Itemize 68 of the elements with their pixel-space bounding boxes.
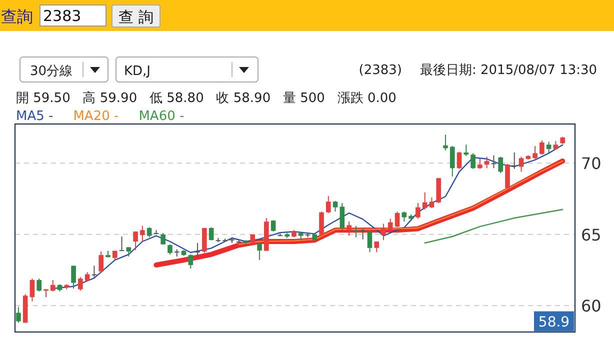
candlestick bbox=[202, 228, 207, 254]
candlestick bbox=[98, 251, 104, 274]
candlestick bbox=[168, 244, 172, 255]
candlestick bbox=[518, 156, 524, 172]
y-tick-label: 65 bbox=[581, 225, 602, 244]
candlestick bbox=[443, 134, 448, 151]
candlestick bbox=[498, 156, 504, 174]
text: 查詢 bbox=[1, 7, 33, 26]
text: KD,J bbox=[124, 64, 151, 79]
candlestick bbox=[429, 196, 434, 209]
candlestick bbox=[532, 146, 538, 160]
text: 30分線 bbox=[30, 64, 73, 79]
y-tick-label: 70 bbox=[581, 154, 602, 174]
candlestick bbox=[374, 241, 380, 253]
text: 最後日期: 2015/08/07 13:30 bbox=[420, 63, 598, 78]
candlestick bbox=[360, 228, 366, 240]
candlestick bbox=[416, 202, 420, 220]
candlestick bbox=[160, 232, 166, 245]
candlestick bbox=[119, 236, 124, 252]
candlestick bbox=[540, 140, 544, 156]
candlestick bbox=[133, 231, 138, 251]
candlestick bbox=[512, 152, 517, 170]
candlestick bbox=[456, 151, 462, 170]
candlestick bbox=[381, 223, 386, 241]
y-tick-label: 60 bbox=[581, 296, 602, 316]
candlestick bbox=[270, 220, 276, 232]
text: 查 詢 bbox=[118, 8, 154, 26]
candlestick bbox=[346, 221, 352, 236]
candlestick bbox=[140, 225, 145, 242]
candlestick bbox=[340, 202, 345, 231]
candlestick bbox=[188, 254, 194, 270]
text: (2383) bbox=[358, 63, 402, 78]
candlestick bbox=[478, 158, 482, 170]
candlestick bbox=[470, 152, 476, 170]
text: MA60 - bbox=[138, 109, 184, 124]
candlestick bbox=[84, 272, 90, 282]
candlestick bbox=[326, 195, 331, 214]
candlestick bbox=[71, 265, 76, 290]
line-series bbox=[424, 208, 564, 244]
candlestick bbox=[367, 231, 372, 253]
candlestick bbox=[354, 225, 358, 238]
candlestick bbox=[50, 280, 56, 292]
candlestick bbox=[491, 154, 496, 169]
candlestick bbox=[208, 226, 214, 241]
text: 開 59.50 高 59.90 低 58.80 收 58.90 量 500 漲跌 0.00 bbox=[16, 90, 396, 106]
candlestick bbox=[394, 211, 400, 228]
candlestick bbox=[16, 306, 21, 324]
annotation: 58.9 bbox=[538, 314, 570, 330]
candlestick bbox=[36, 278, 42, 292]
candlestick bbox=[388, 218, 393, 231]
text: MA5 - bbox=[16, 109, 54, 124]
candlestick bbox=[257, 242, 262, 261]
candlestick bbox=[30, 278, 35, 302]
candlestick bbox=[505, 163, 510, 190]
candlestick bbox=[546, 141, 552, 153]
candlestick bbox=[319, 211, 324, 236]
text: 2383 bbox=[43, 7, 82, 25]
candlestick bbox=[332, 200, 338, 212]
candlestick bbox=[126, 246, 132, 257]
candlestick bbox=[195, 242, 200, 257]
candlestick bbox=[78, 276, 83, 292]
candlestick bbox=[484, 156, 490, 169]
candlestick bbox=[92, 265, 97, 278]
candlestick bbox=[450, 146, 455, 178]
candlestick bbox=[402, 211, 407, 222]
candlestick bbox=[422, 192, 428, 210]
text: MA20 - bbox=[73, 109, 119, 124]
candlestick bbox=[146, 226, 152, 238]
